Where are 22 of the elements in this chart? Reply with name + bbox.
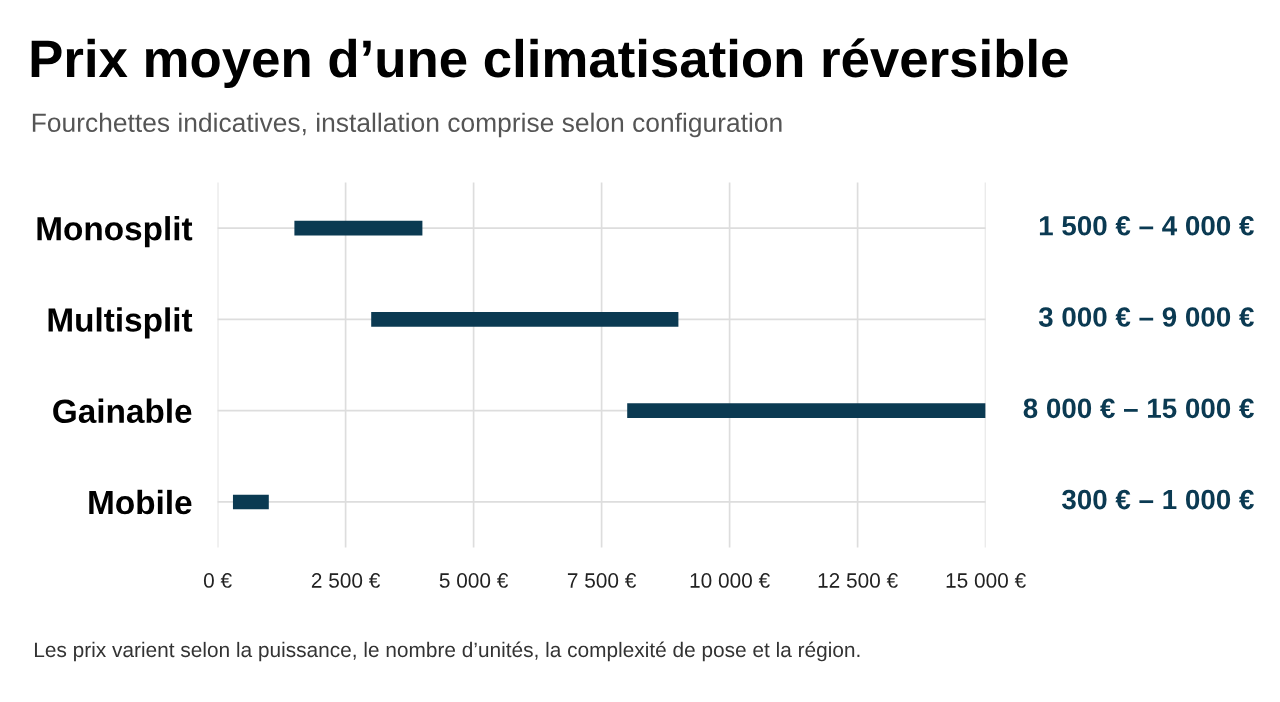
text: 3 000 € – 9 000 €: [1038, 307, 1254, 327]
bar: [627, 403, 986, 418]
x-tick-label: 15 000 €: [946, 573, 1026, 588]
x-tick-label: 2 500 €: [311, 573, 381, 588]
y-tick-label: Mobile: [89, 489, 192, 515]
y-tick-label: Gainable: [53, 398, 192, 424]
x-tick-label: 10 000 €: [690, 573, 770, 588]
bar: [294, 220, 423, 236]
x-tick-label: 7 500 €: [567, 573, 637, 588]
x-tick-label: 12 500 €: [818, 573, 898, 588]
bar: [371, 312, 679, 327]
bar: [232, 494, 269, 510]
text: 1 500 € – 4 000 €: [1039, 215, 1254, 236]
x-tick-label: 5 000 €: [439, 573, 509, 588]
text: 8 000 € – 15 000 €: [1023, 398, 1254, 419]
y-tick-label: Monosplit: [37, 216, 193, 248]
chart-title: Prix moyen d’une climatisation réversible: [31, 38, 1068, 89]
text: Les prix varient selon la puissance, le nombre d’unités, la complexité de pose et la région.: [34, 641, 860, 662]
y-tick-label: Multisplit: [48, 307, 193, 339]
x-tick-label: 0 €: [203, 573, 232, 588]
text: 300 € – 1 000 €: [1061, 489, 1254, 510]
chart-subtitle: Fourchettes indicatives, installation comprise selon configuration: [32, 112, 782, 138]
